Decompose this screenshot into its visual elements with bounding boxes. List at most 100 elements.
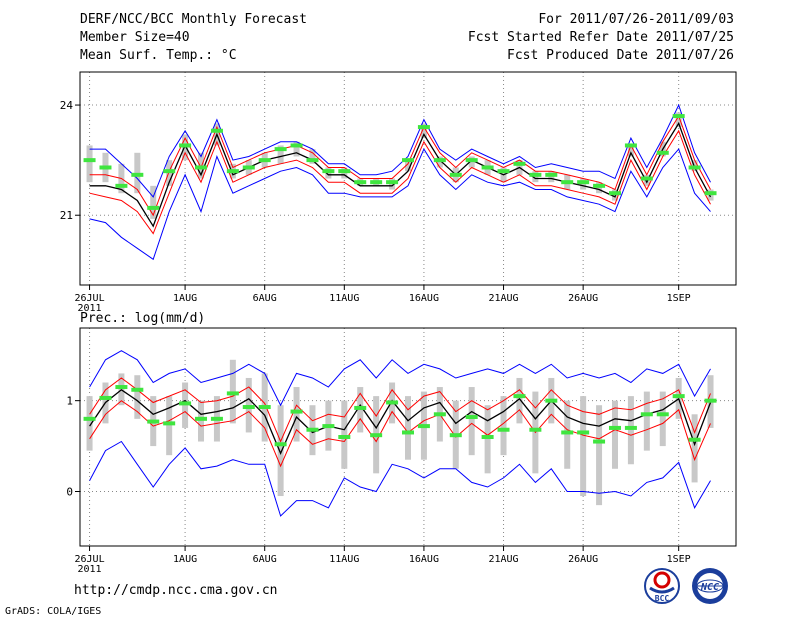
median-marker xyxy=(210,128,223,133)
spread-box xyxy=(516,377,523,424)
spread-box xyxy=(198,400,205,442)
x-tick-label: 16AUG xyxy=(409,554,439,565)
median-marker xyxy=(417,125,430,130)
median-marker xyxy=(402,430,414,435)
median-marker xyxy=(258,158,271,163)
median-marker xyxy=(624,143,637,148)
ncc-logo: NCC xyxy=(692,568,728,604)
spread-box xyxy=(86,145,93,183)
min-line xyxy=(89,148,711,261)
x-tick-label: 11AUG xyxy=(329,293,359,304)
median-marker xyxy=(354,405,367,410)
x-tick-label: 26AUG xyxy=(568,554,598,565)
spread-box xyxy=(277,145,284,164)
chart-title: DERF/NCC/BCC Monthly Forecast xyxy=(80,12,307,27)
median-marker xyxy=(226,169,239,174)
spread-box xyxy=(86,396,93,451)
median-marker xyxy=(163,421,176,426)
median-marker xyxy=(306,158,319,163)
x-tick-label: 1AUG xyxy=(173,554,197,565)
max-line xyxy=(89,350,711,407)
spread-box xyxy=(309,149,316,164)
median-marker xyxy=(465,415,478,420)
spread-box xyxy=(675,112,682,128)
ncc-logo-text: NCC xyxy=(700,582,719,593)
median-marker xyxy=(386,180,399,185)
median-marker xyxy=(672,114,685,119)
median-marker xyxy=(370,180,383,185)
spread-box xyxy=(611,400,618,469)
y-tick-label: 0 xyxy=(66,486,73,499)
median-marker xyxy=(147,419,160,424)
spread-box xyxy=(277,405,284,497)
forecast-started-date: Fcst Started Refer Date 2011/07/25 xyxy=(467,30,734,45)
median-marker xyxy=(704,191,717,196)
median-marker xyxy=(322,169,335,174)
median-marker xyxy=(83,158,96,163)
median-marker xyxy=(417,424,430,429)
median-marker xyxy=(513,161,526,166)
median-marker xyxy=(481,435,494,439)
median-marker xyxy=(465,158,478,163)
median-marker xyxy=(242,165,255,170)
median-marker xyxy=(640,176,653,181)
median-marker xyxy=(481,165,494,170)
spread-box xyxy=(405,396,411,460)
spread-box xyxy=(627,145,634,157)
mean-line xyxy=(89,388,712,455)
spread-box xyxy=(293,387,300,442)
median-marker xyxy=(577,180,590,185)
median-marker xyxy=(529,172,542,177)
median-marker xyxy=(656,150,669,155)
median-marker xyxy=(561,430,574,435)
bcc-logo-text: BCC xyxy=(655,594,670,603)
source-url[interactable]: http://cmdp.ncc.cma.gov.cn xyxy=(74,583,278,598)
median-marker xyxy=(163,169,176,174)
spread-box xyxy=(596,405,603,506)
x-tick-label: 26JUL xyxy=(74,554,104,565)
logos: BCC NCC xyxy=(644,568,728,604)
x-tick-sublabel: 2011 xyxy=(78,303,102,314)
y-tick-label: 24 xyxy=(60,99,74,112)
median-marker xyxy=(290,409,303,414)
forecast-period: For 2011/07/26-2011/09/03 xyxy=(538,12,734,27)
x-tick-label: 6AUG xyxy=(253,293,277,304)
median-marker xyxy=(179,143,192,148)
median-marker xyxy=(672,394,685,399)
median-marker xyxy=(99,165,112,170)
spread-box xyxy=(580,396,587,497)
mean-line xyxy=(89,121,712,228)
plot-frame xyxy=(79,71,737,286)
spread-box xyxy=(643,391,650,451)
x-tick-label: 21AUG xyxy=(488,554,518,565)
median-marker xyxy=(593,183,606,188)
median-marker xyxy=(99,395,112,400)
median-marker xyxy=(608,425,621,430)
median-marker xyxy=(226,391,239,396)
median-marker xyxy=(497,427,510,432)
spread-box xyxy=(341,400,348,469)
median-marker xyxy=(195,416,208,421)
x-tick-label: 1AUG xyxy=(173,293,197,304)
spread-box xyxy=(564,400,571,469)
max-line xyxy=(89,103,711,198)
spread-box xyxy=(500,396,507,456)
y-tick-label: 21 xyxy=(60,209,73,222)
member-size: Member Size=40 xyxy=(80,30,190,45)
median-marker xyxy=(402,158,414,163)
x-tick-label: 26JUL xyxy=(74,293,104,304)
spread-box xyxy=(627,396,634,465)
median-marker xyxy=(624,425,637,430)
y-tick-label: 1 xyxy=(66,395,73,408)
sd-lower-line xyxy=(89,129,711,235)
median-marker xyxy=(449,172,462,177)
median-marker xyxy=(83,416,96,421)
median-marker xyxy=(274,147,287,152)
precip-label: Prec.: log(mm/d) xyxy=(80,311,206,326)
median-marker xyxy=(704,398,717,403)
spread-box xyxy=(659,391,666,447)
x-tick-label: 26AUG xyxy=(568,293,598,304)
median-marker xyxy=(258,405,271,410)
median-marker xyxy=(242,405,255,410)
